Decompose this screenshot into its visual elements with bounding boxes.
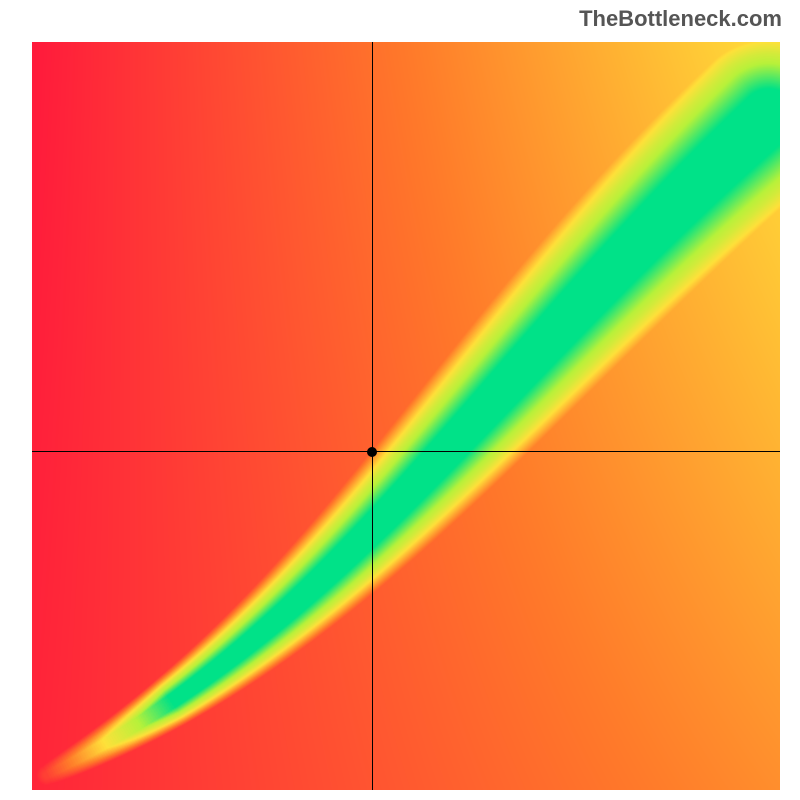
crosshair-point bbox=[367, 447, 377, 457]
crosshair-vertical bbox=[372, 42, 373, 790]
crosshair-horizontal bbox=[32, 451, 780, 452]
heatmap-canvas bbox=[32, 42, 780, 790]
chart-container: TheBottleneck.com bbox=[0, 0, 800, 800]
watermark-label: TheBottleneck.com bbox=[579, 6, 782, 32]
heatmap-plot bbox=[26, 36, 786, 796]
